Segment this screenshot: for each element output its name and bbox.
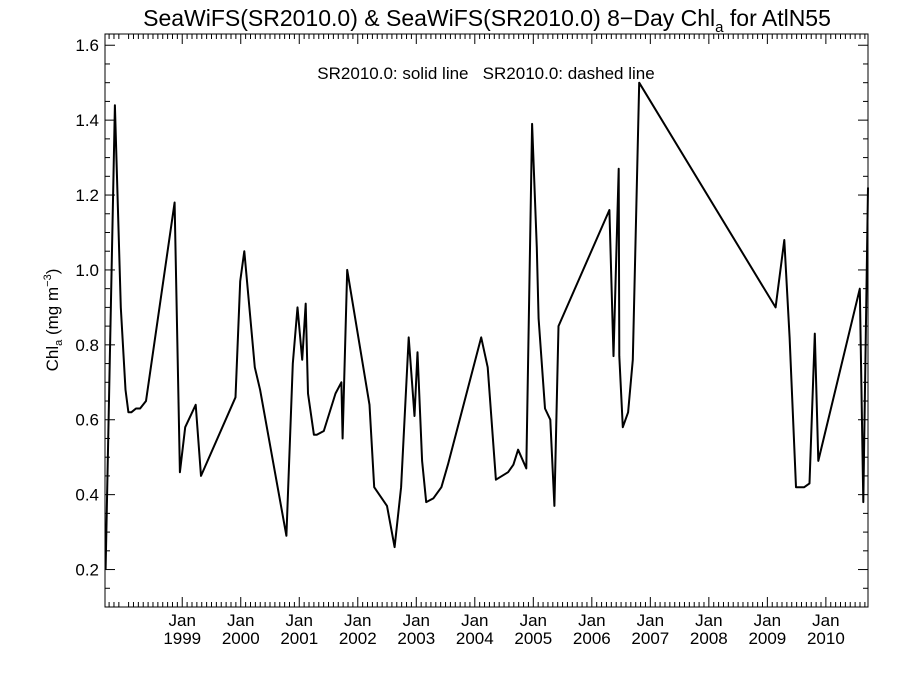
y-tick-labels: 0.2 0.4 0.6 0.8 1.0 1.2 1.4 1.6	[75, 36, 99, 579]
x-tick-month-label: Jan	[754, 611, 781, 630]
y-tick-label: 0.2	[75, 561, 99, 580]
y-axis-label: Chla (mg m−3)	[42, 269, 65, 372]
x-tick-year-label: 2003	[397, 629, 435, 648]
x-tick-year-label: 2006	[573, 629, 611, 648]
x-tick-year-label: 2009	[748, 629, 786, 648]
axis-ticks	[105, 34, 868, 607]
x-tick-year-label: 2000	[222, 629, 260, 648]
x-tick-month-label: Jan	[637, 611, 664, 630]
x-tick-year-label: 2007	[631, 629, 669, 648]
series-line-solid	[104, 81, 869, 570]
x-tick-year-label: 2008	[690, 629, 728, 648]
x-tick-month-label: Jan	[286, 611, 313, 630]
y-axis-label-superscript: −3	[42, 274, 54, 287]
y-tick-label: 0.4	[75, 486, 99, 505]
x-tick-year-label: 2002	[339, 629, 377, 648]
x-tick-month-label: Jan	[578, 611, 605, 630]
chart-title-subscript: a	[715, 19, 724, 36]
x-tick-year-label: 2004	[456, 629, 494, 648]
x-tick-month-label: Jan	[227, 611, 254, 630]
y-tick-label: 1.6	[75, 36, 99, 55]
x-tick-month-label: Jan	[169, 611, 196, 630]
x-tick-year-label: 2001	[280, 629, 318, 648]
plot-frame	[104, 33, 869, 608]
x-tick-month-label: Jan	[344, 611, 371, 630]
x-tick-month-label: Jan	[403, 611, 430, 630]
x-tick-month-label: Jan	[812, 611, 839, 630]
x-tick-year-label: 1999	[163, 629, 201, 648]
y-tick-label: 1.0	[75, 261, 99, 280]
chart-title: SeaWiFS(SR2010.0) & SeaWiFS(SR2010.0) 8−…	[143, 5, 831, 36]
x-tick-month-label: Jan	[461, 611, 488, 630]
x-tick-month-label: Jan	[520, 611, 547, 630]
x-tick-year-label: 2010	[807, 629, 845, 648]
y-axis-label-subscript: a	[53, 339, 65, 346]
y-tick-label: 0.6	[75, 411, 99, 430]
x-tick-labels: Jan1999Jan2000Jan2001Jan2002Jan2003Jan20…	[163, 611, 844, 648]
y-tick-label: 1.2	[75, 186, 99, 205]
x-tick-month-label: Jan	[695, 611, 722, 630]
x-tick-year-label: 2005	[514, 629, 552, 648]
series-group	[104, 81, 869, 570]
legend-annotation: SR2010.0: solid line SR2010.0: dashed li…	[317, 64, 654, 83]
y-tick-label: 0.8	[75, 336, 99, 355]
y-tick-label: 1.4	[75, 111, 99, 130]
